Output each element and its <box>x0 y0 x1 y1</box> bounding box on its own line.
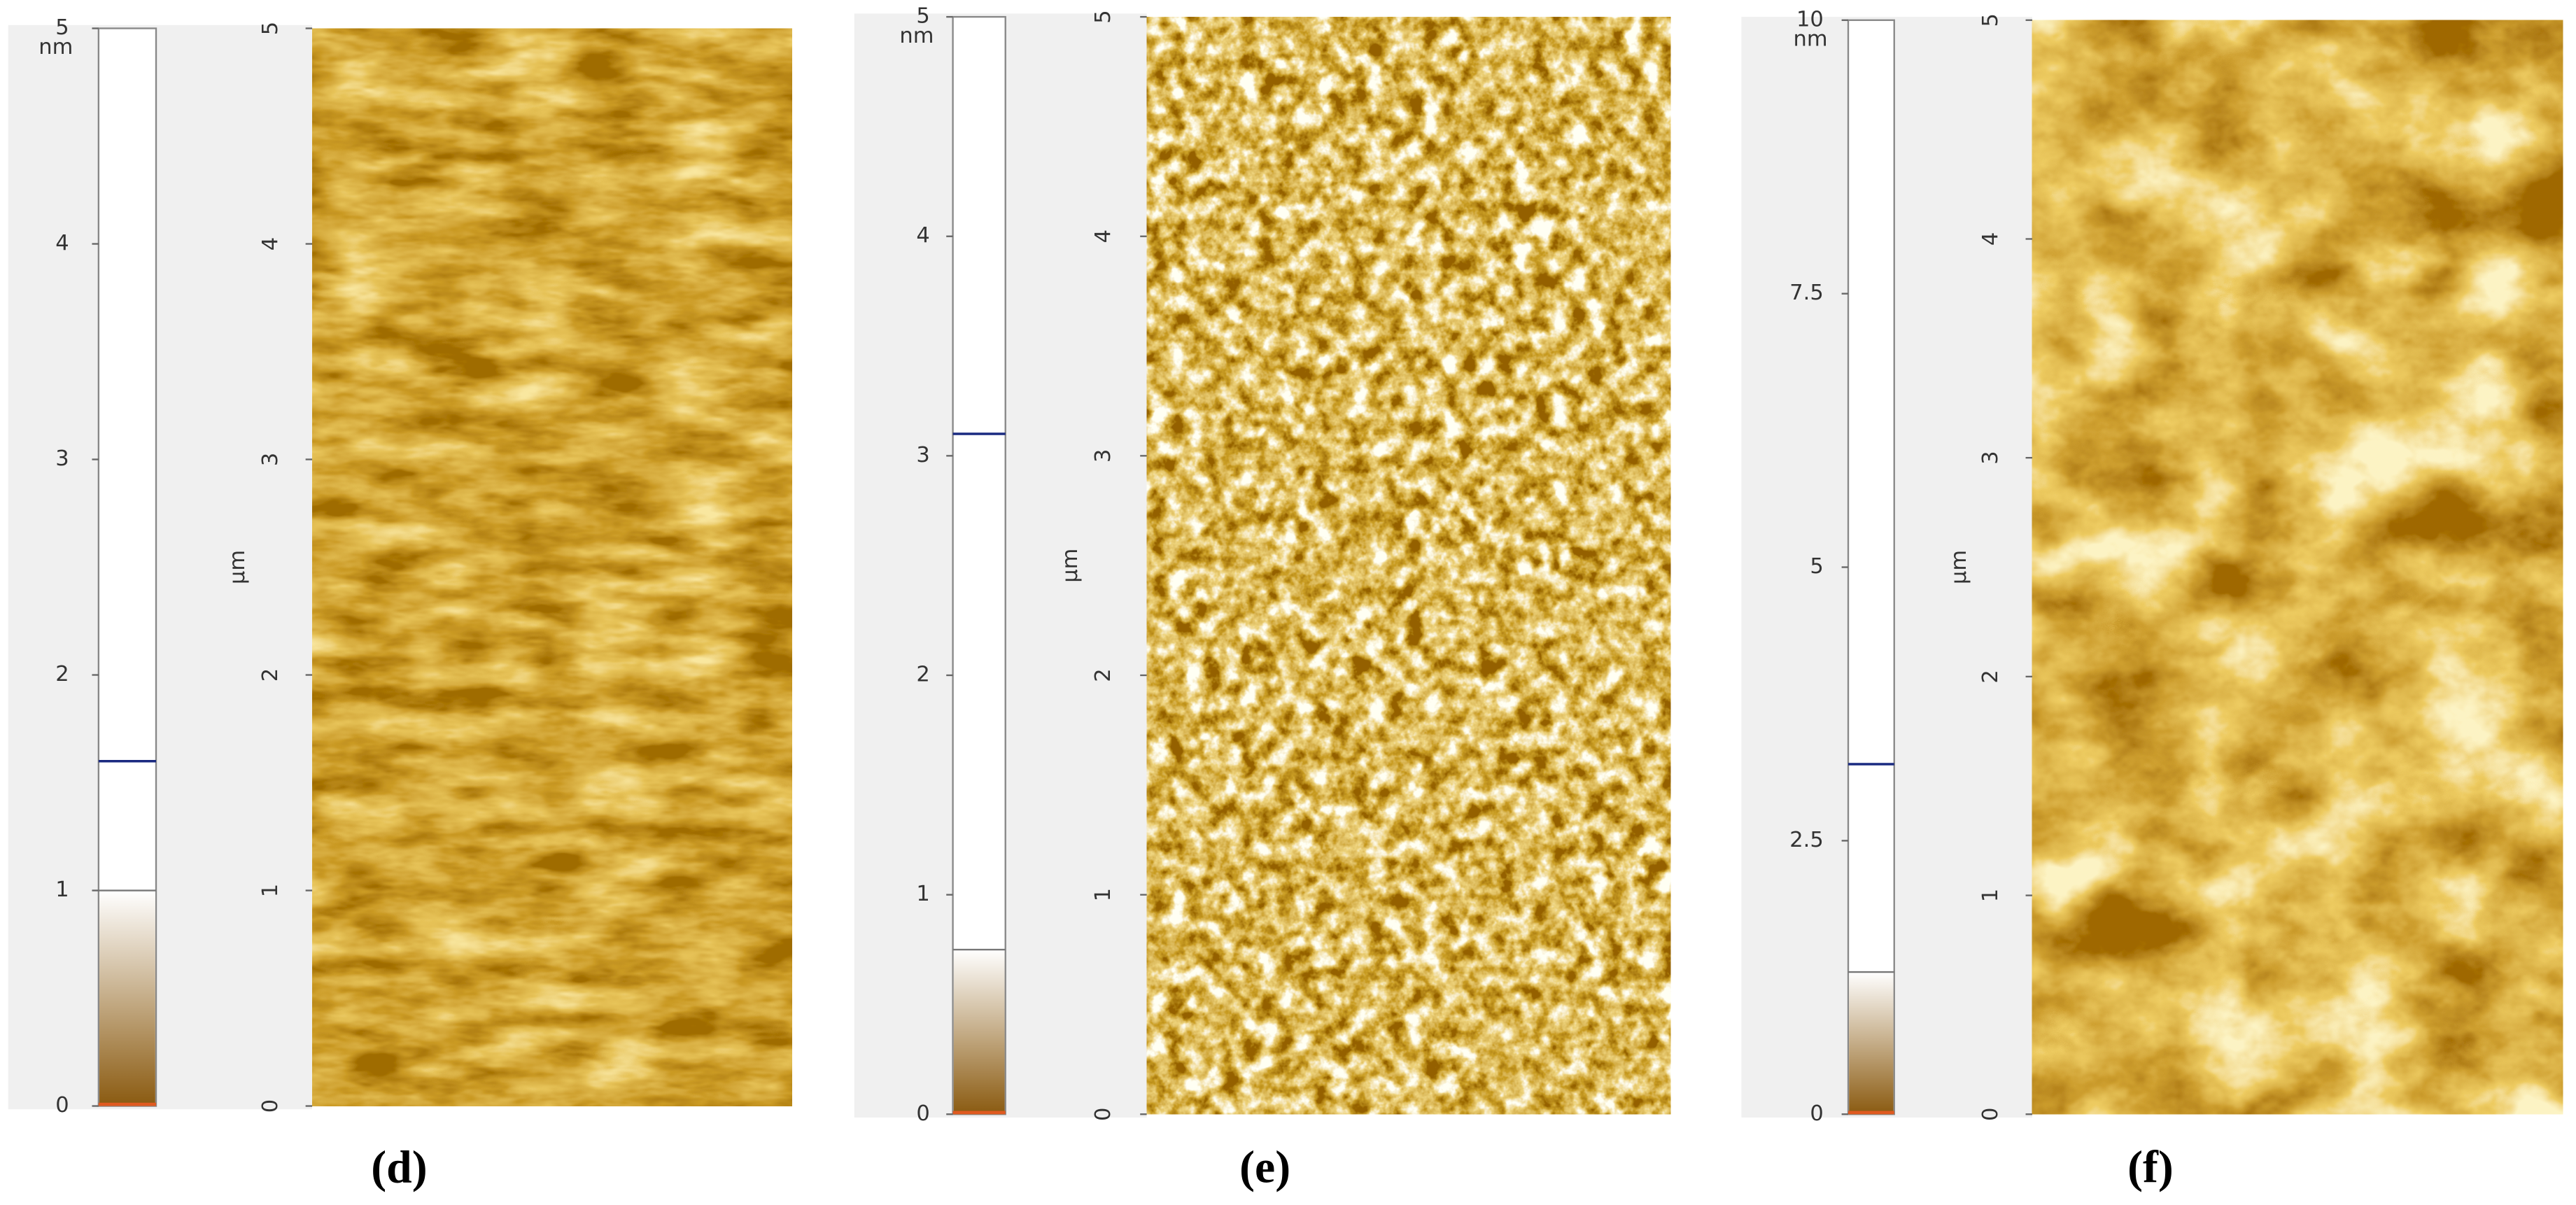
colorbar-tick-label: 0 <box>1810 1101 1823 1126</box>
colorbar-tick-label: 1 <box>55 878 69 902</box>
axis-tick-label: 3 <box>1978 451 2003 464</box>
colorbar-tick-label: 4 <box>916 223 929 248</box>
colorbar-tick-label: 7.5 <box>1789 281 1824 305</box>
colorbar-tick-label: 0 <box>916 1101 929 1126</box>
panel-label: (e) <box>1239 1142 1290 1193</box>
axis-tick-label: 4 <box>1978 232 2003 246</box>
axis-tick-label: 0 <box>1978 1108 2003 1121</box>
axis-tick-label: 4 <box>1091 230 1115 243</box>
axis-tick-label: 5 <box>1978 13 2003 27</box>
colorbar-tick-label: 0 <box>55 1093 69 1118</box>
panel-background <box>8 24 313 1110</box>
axis-tick-label: 0 <box>1091 1108 1115 1121</box>
colorbar-tick-label: 2 <box>916 662 929 686</box>
axis-tick-label: 4 <box>258 237 283 251</box>
axis-label: μm <box>225 550 250 584</box>
colorbar-gradient <box>99 890 155 1106</box>
colorbar-tick-label: 2.5 <box>1789 828 1824 852</box>
afm-image <box>2032 20 2563 1115</box>
colorbar-tick-label: 1 <box>916 882 929 906</box>
axis-label: μm <box>1947 550 1971 584</box>
axis-tick-label: 1 <box>258 884 283 897</box>
afm-image <box>1146 17 1671 1115</box>
axis-tick-label: 1 <box>1978 889 2003 902</box>
colorbar-tick-label: 5 <box>55 15 69 40</box>
axis-tick-label: 2 <box>1978 670 2003 683</box>
panel-label: (d) <box>371 1142 427 1193</box>
colorbar <box>1847 19 1895 1115</box>
panel-label: (f) <box>2127 1142 2174 1193</box>
colorbar-base <box>952 1111 1006 1115</box>
axis-tick-label: 2 <box>258 668 283 682</box>
colorbar-unit: nm <box>1794 27 1828 51</box>
axis-tick-label: 5 <box>1091 10 1115 23</box>
colorbar-tick-label: 2 <box>55 662 69 686</box>
colorbar-unit: nm <box>899 24 934 48</box>
colorbar-tick-label: 3 <box>916 443 929 467</box>
axis-tick-label: 3 <box>1091 449 1115 463</box>
axis-tick-label: 3 <box>258 453 283 466</box>
axis-tick-label: 1 <box>1091 888 1115 901</box>
axis-tick-label: 5 <box>258 22 283 35</box>
colorbar-tick-label: 5 <box>1810 554 1823 579</box>
colorbar-tick-label: 5 <box>916 4 929 29</box>
colorbar-base <box>1848 1111 1894 1115</box>
colorbar <box>952 15 1006 1115</box>
colorbar-tick-label: 3 <box>55 446 69 471</box>
colorbar-unit: nm <box>38 35 73 59</box>
colorbar-gradient <box>953 950 1005 1115</box>
colorbar-tick-label: 4 <box>55 231 69 255</box>
colorbar-gradient <box>1849 972 1894 1115</box>
axis-tick-label: 0 <box>258 1099 283 1113</box>
colorbar-base <box>98 1102 157 1106</box>
axis-label: μm <box>1058 549 1083 583</box>
colorbar-tick-label: 10 <box>1796 7 1824 31</box>
afm-image <box>312 28 792 1106</box>
axis-tick-label: 2 <box>1091 668 1115 682</box>
